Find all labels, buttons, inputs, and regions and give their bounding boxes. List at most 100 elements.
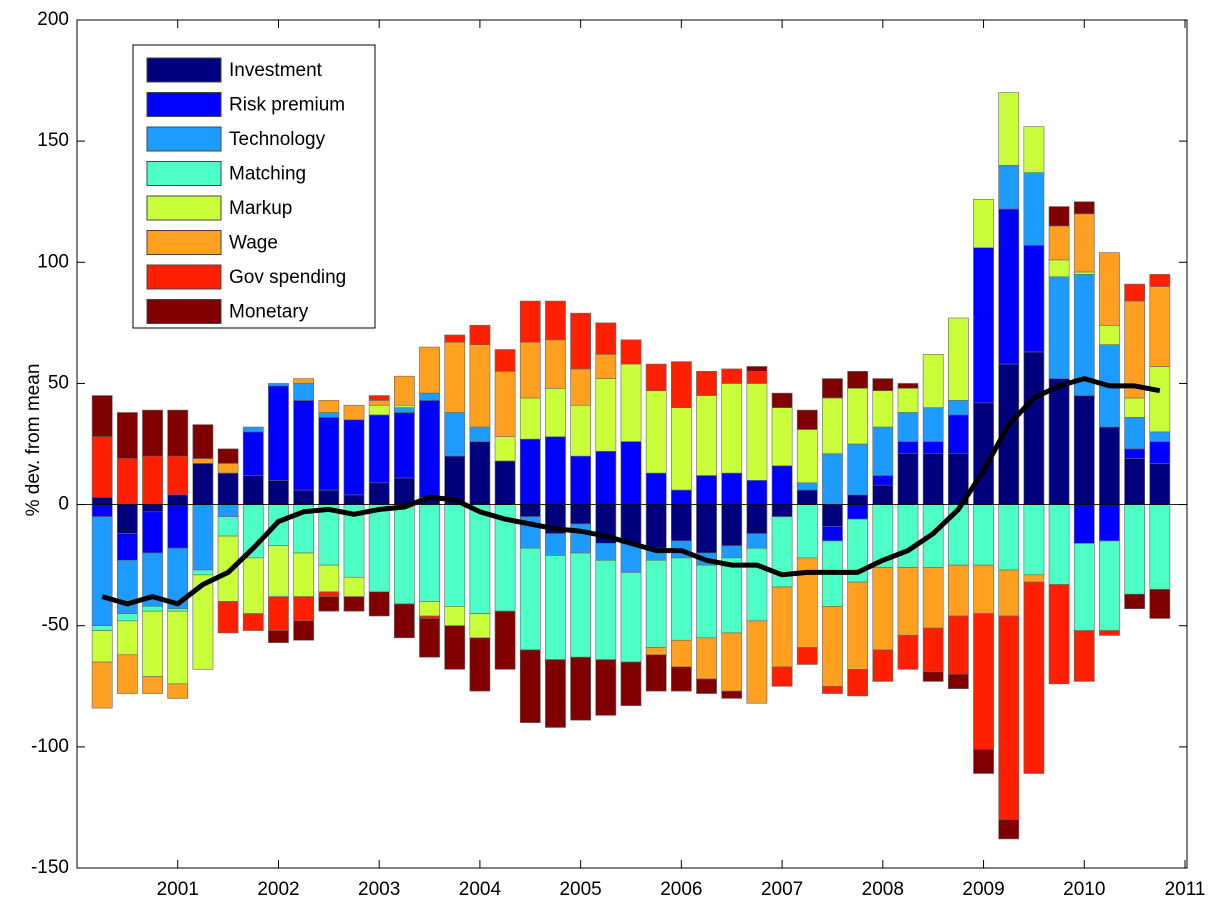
- bar-segment: [645, 647, 667, 656]
- bar-segment: [922, 453, 944, 505]
- bar-segment: [444, 504, 466, 607]
- bar-segment: [368, 404, 390, 416]
- bar-segment: [393, 412, 415, 479]
- bar-segment: [1073, 395, 1095, 505]
- bar-segment: [620, 572, 642, 663]
- bar-segment: [293, 378, 315, 384]
- bar-segment: [721, 472, 743, 505]
- bar-segment: [998, 819, 1020, 840]
- y-tick-label: 100: [37, 251, 69, 272]
- line: [101, 376, 1161, 607]
- x-tick-label: 2009: [962, 879, 1004, 900]
- bar-segment: [947, 400, 969, 416]
- legend-swatch: [146, 92, 222, 117]
- bar-segment: [192, 458, 214, 464]
- bar-segment: [192, 574, 214, 670]
- bar-segment: [872, 567, 894, 651]
- bar-segment: [469, 426, 491, 442]
- bar-segment: [947, 317, 969, 401]
- bar-segment: [822, 504, 843, 527]
- bar-segment: [670, 639, 692, 668]
- bar-segment: [192, 463, 214, 505]
- bar-segment: [217, 472, 239, 505]
- bar-segment: [318, 596, 340, 612]
- bar-segment: [872, 484, 894, 505]
- bar-segment: [872, 390, 894, 428]
- bar-segment: [545, 387, 566, 438]
- bar-segment: [368, 591, 390, 617]
- bar-segment: [947, 673, 969, 690]
- bar-segment: [872, 426, 894, 476]
- bar-segment: [796, 504, 818, 559]
- bar-segment: [91, 497, 113, 505]
- bar-segment: [595, 450, 617, 505]
- bar-segment: [922, 567, 944, 629]
- bar-segment: [822, 685, 843, 694]
- bar-segment: [469, 613, 491, 639]
- bar-segment: [822, 526, 843, 542]
- bar-segment: [167, 455, 189, 496]
- x-tick-label: 2004: [459, 879, 502, 900]
- bar-segment: [142, 504, 163, 513]
- bar-segment: [242, 557, 264, 614]
- legend-label: Gov spending: [229, 267, 346, 288]
- bar-segment: [746, 533, 768, 549]
- legend-swatch: [146, 264, 222, 290]
- bar-segment: [620, 661, 642, 706]
- bar-segment: [393, 375, 415, 406]
- legend-swatch: [146, 230, 222, 255]
- bar-segment: [116, 613, 138, 622]
- bar-segment: [1099, 324, 1120, 345]
- x-tick-label: 2001: [157, 879, 199, 900]
- bar-segment: [922, 407, 944, 442]
- bar-segment: [217, 463, 239, 474]
- bar-segment: [192, 424, 214, 459]
- x-tick-label: 2003: [358, 879, 400, 900]
- bar-segment: [368, 400, 390, 406]
- bar-segment: [771, 392, 793, 408]
- bar-segment: [217, 516, 239, 537]
- bar-segment: [822, 453, 843, 505]
- x-tick-label: 2008: [862, 879, 904, 900]
- bar-segment: [620, 363, 642, 442]
- bar-segment: [696, 504, 717, 554]
- bar-segment: [91, 395, 113, 438]
- bar-segment: [268, 383, 289, 387]
- bar-segment: [1023, 126, 1045, 173]
- bar-segment: [847, 504, 869, 520]
- bar-segment: [696, 564, 717, 639]
- y-tick-label: 150: [37, 130, 69, 151]
- bar-segment: [897, 567, 919, 636]
- bar-segment: [1048, 584, 1070, 685]
- bar-segment: [444, 625, 466, 670]
- bar-segment: [1124, 504, 1146, 595]
- bar-segment: [1099, 252, 1120, 326]
- bar-segment: [998, 165, 1020, 210]
- bar-segment: [670, 489, 692, 505]
- bar-segment: [217, 448, 239, 464]
- bar-segment: [318, 591, 340, 597]
- bar-segment: [1048, 504, 1070, 585]
- bar-segment: [746, 480, 768, 505]
- legend-label: Matching: [229, 164, 306, 185]
- bar-segment: [519, 547, 541, 651]
- bar-segment: [419, 504, 440, 602]
- bar-segment: [293, 400, 315, 491]
- bar-segment: [1124, 458, 1146, 505]
- bar-segment: [545, 659, 566, 728]
- bar-segment: [419, 601, 440, 617]
- bar-segment: [368, 395, 390, 401]
- bar-segment: [1073, 630, 1095, 682]
- bar-segment: [444, 334, 466, 343]
- legend-label: Markup: [229, 198, 292, 219]
- bar-segment: [670, 557, 692, 641]
- bar-segment: [116, 458, 138, 505]
- bar-segment: [494, 460, 516, 505]
- bar-segment: [897, 387, 919, 413]
- bar-segment: [545, 436, 566, 505]
- bar-segment: [746, 547, 768, 622]
- bar-segment: [1073, 271, 1095, 275]
- legend-label: Technology: [229, 129, 326, 150]
- bar-segment: [822, 378, 843, 399]
- bar-segment: [1149, 463, 1171, 505]
